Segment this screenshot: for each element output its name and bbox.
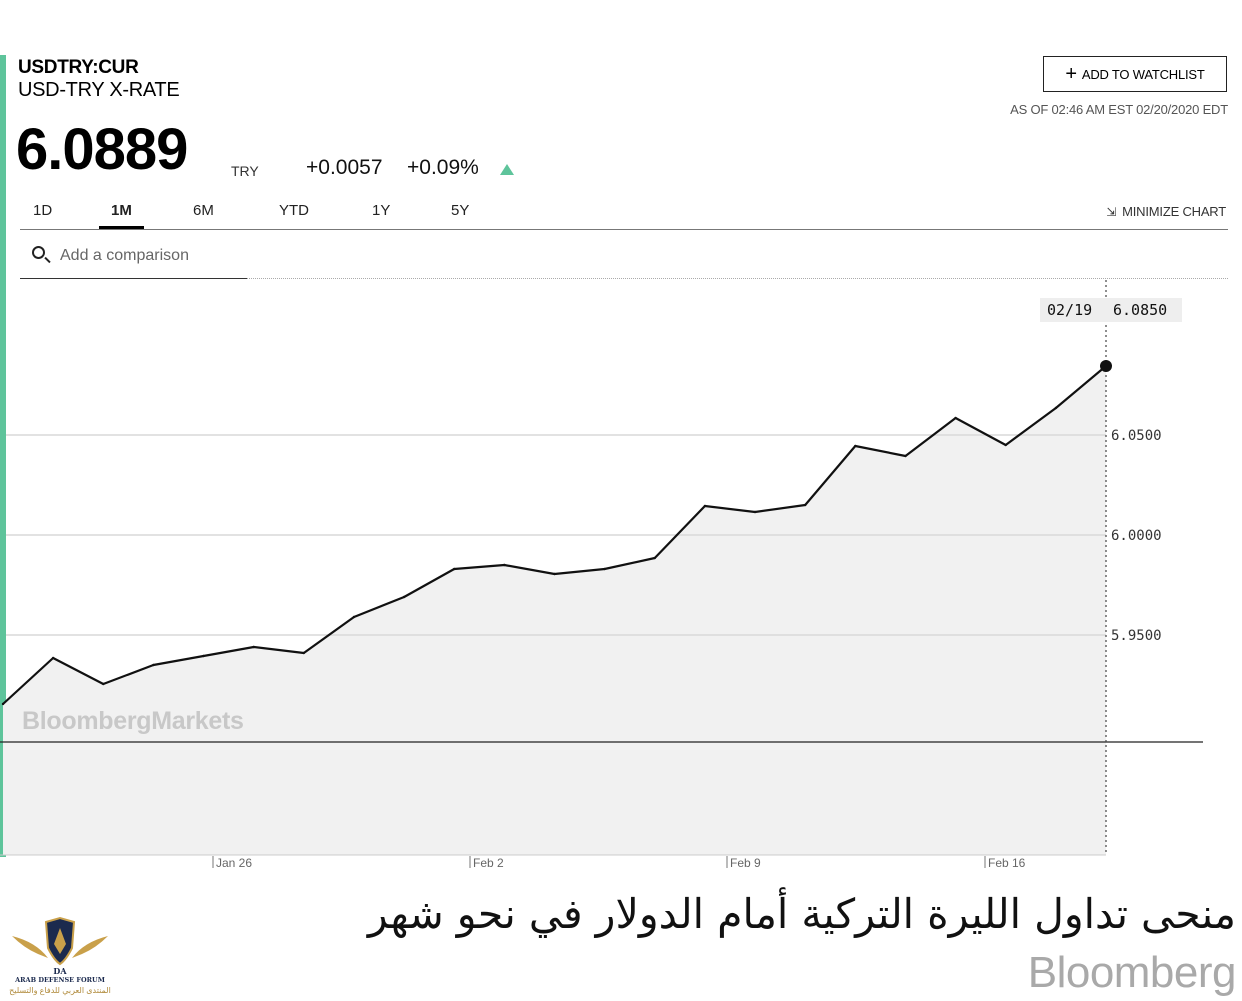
price-change: +0.0057: [306, 156, 383, 179]
shield-emblem-icon: DA: [12, 916, 108, 976]
forum-logo: DA ARAB DEFENSE FORUM المنتدى العربي للد…: [8, 914, 112, 1000]
add-to-watchlist-button[interactable]: + ADD TO WATCHLIST: [1043, 56, 1227, 92]
watchlist-label: ADD TO WATCHLIST: [1081, 66, 1205, 82]
data-point: [51, 656, 55, 660]
data-point: [954, 416, 957, 420]
tab-1y[interactable]: 1Y: [372, 202, 391, 219]
tooltip-value: 6.0850: [1113, 301, 1167, 319]
y-tick-label: 5.9500: [1111, 628, 1162, 644]
data-point: [803, 503, 807, 507]
tab-1d[interactable]: 1D: [33, 202, 53, 219]
price-change-percent: +0.09%: [407, 156, 479, 179]
forum-name-en: ARAB DEFENSE FORUM: [15, 976, 105, 984]
comparison-search: [20, 236, 247, 279]
search-icon: [32, 246, 45, 259]
data-point: [102, 682, 105, 686]
area-fill: [3, 366, 1106, 855]
as-of-timestamp: AS OF 02:46 AM EST 02/20/2020 EDT: [1010, 102, 1228, 117]
bloomberg-logo: Bloomberg: [1027, 948, 1237, 997]
data-point: [703, 504, 707, 508]
data-point: [302, 651, 306, 655]
x-tick-label: Feb 16: [988, 856, 1026, 870]
minimize-chart-button[interactable]: ⇲ MINIMIZE CHART: [1106, 204, 1226, 219]
divider: [247, 278, 1228, 279]
tooltip-date: 02/19: [1047, 301, 1092, 319]
minimize-label: MINIMIZE CHART: [1122, 204, 1226, 219]
data-point: [152, 663, 155, 667]
accent-bar: [0, 55, 6, 857]
currency-label: TRY: [231, 163, 259, 179]
data-point: [653, 556, 656, 560]
data-point: [252, 645, 255, 649]
data-point: [202, 654, 205, 658]
x-tick-label: Feb 2: [473, 856, 504, 870]
data-point: [603, 567, 606, 571]
data-point: [854, 444, 857, 448]
data-point: [553, 572, 556, 576]
minimize-icon: ⇲: [1106, 205, 1117, 219]
tab-5y[interactable]: 5Y: [451, 202, 470, 219]
plus-icon: +: [1065, 63, 1077, 85]
data-point: [1, 702, 5, 706]
up-arrow-icon: [500, 164, 514, 175]
data-point: [453, 567, 456, 571]
price-chart[interactable]: 6.0500 6.0000 5.9500 02/19 6.0850 Jan 26 Feb 2…: [0, 280, 1242, 880]
timeframe-tabs: 1D 1M 6M YTD 1Y 5Y: [20, 198, 1228, 230]
tab-ytd[interactable]: YTD: [279, 202, 309, 219]
svg-text:DA: DA: [53, 966, 67, 976]
data-point: [402, 595, 406, 599]
data-point: [352, 615, 356, 619]
y-tick-label: 6.0500: [1111, 428, 1162, 444]
data-point: [753, 510, 757, 514]
forum-name-ar: المنتدى العربي للدفاع والتسليح: [9, 986, 111, 995]
watermark: BloombergMarkets: [22, 707, 244, 735]
ticker-name: USD-TRY X-RATE: [18, 79, 180, 101]
tooltip-box: [1040, 298, 1182, 322]
search-input[interactable]: [58, 244, 247, 268]
tab-6m[interactable]: 6M: [193, 202, 214, 219]
data-point: [1004, 443, 1007, 447]
ticker-symbol: USDTRY:CUR: [18, 57, 139, 78]
caption-text: منحى تداول الليرة التركية أمام الدولار ف…: [367, 890, 1236, 938]
data-point: [904, 454, 907, 458]
y-tick-label: 6.0000: [1111, 528, 1162, 544]
data-point: [1054, 406, 1058, 410]
tab-1m[interactable]: 1M: [111, 202, 132, 219]
x-tick-label: Jan 26: [216, 856, 252, 870]
data-point: [503, 563, 506, 567]
x-tick-label: Feb 9: [730, 856, 761, 870]
current-price: 6.0889: [16, 117, 188, 182]
last-point-marker: [1100, 360, 1112, 372]
active-tab-indicator: [99, 226, 144, 229]
